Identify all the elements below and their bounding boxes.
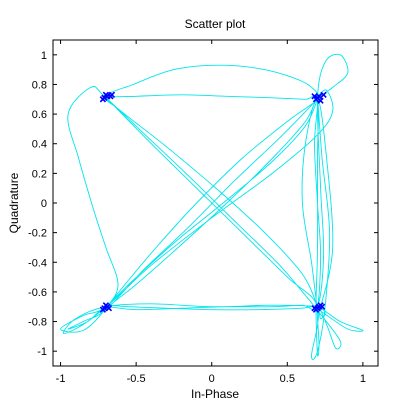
chart-title: Scatter plot — [185, 17, 246, 31]
plot-content — [60, 53, 364, 361]
x-tick-label: 0 — [209, 373, 215, 385]
y-tick-label: 0.4 — [32, 139, 47, 151]
scatter-point — [318, 303, 326, 310]
x-tick-label: -1 — [56, 373, 66, 385]
scatter-point — [105, 305, 113, 312]
y-tick-label: -0.8 — [28, 317, 47, 329]
y-tick-label: 0.8 — [32, 79, 47, 91]
y-tick-label: -1 — [37, 346, 47, 358]
y-tick-label: -0.6 — [28, 287, 47, 299]
x-tick-label: -0.5 — [127, 373, 146, 385]
x-tick-label: 0.5 — [280, 373, 295, 385]
y-tick-label: 1 — [41, 50, 47, 62]
scatter-point — [311, 305, 318, 312]
y-tick-label: 0 — [41, 198, 47, 210]
scatter-point — [317, 97, 324, 104]
x-tick-label: 1 — [360, 373, 366, 385]
y-axis-label: Quadrature — [7, 172, 21, 233]
scatter-point — [99, 96, 107, 103]
y-tick-label: -0.2 — [28, 228, 47, 240]
y-tick-label: -0.4 — [28, 257, 47, 269]
y-tick-label: 0.2 — [32, 168, 47, 180]
scatter-point — [108, 91, 116, 98]
scatter-point — [102, 91, 110, 98]
y-tick-label: 0.6 — [32, 109, 47, 121]
scatter-point — [320, 91, 327, 98]
x-axis-label: In-Phase — [191, 387, 239, 401]
scatter-point — [311, 93, 318, 100]
axis-ticks: -1 -0.5 0 0.5 1 -1 -0.8 -0.6 -0.4 -0.2 0 0.2 0.4 0.6 0… — [28, 40, 378, 385]
scatter-point — [99, 306, 107, 313]
